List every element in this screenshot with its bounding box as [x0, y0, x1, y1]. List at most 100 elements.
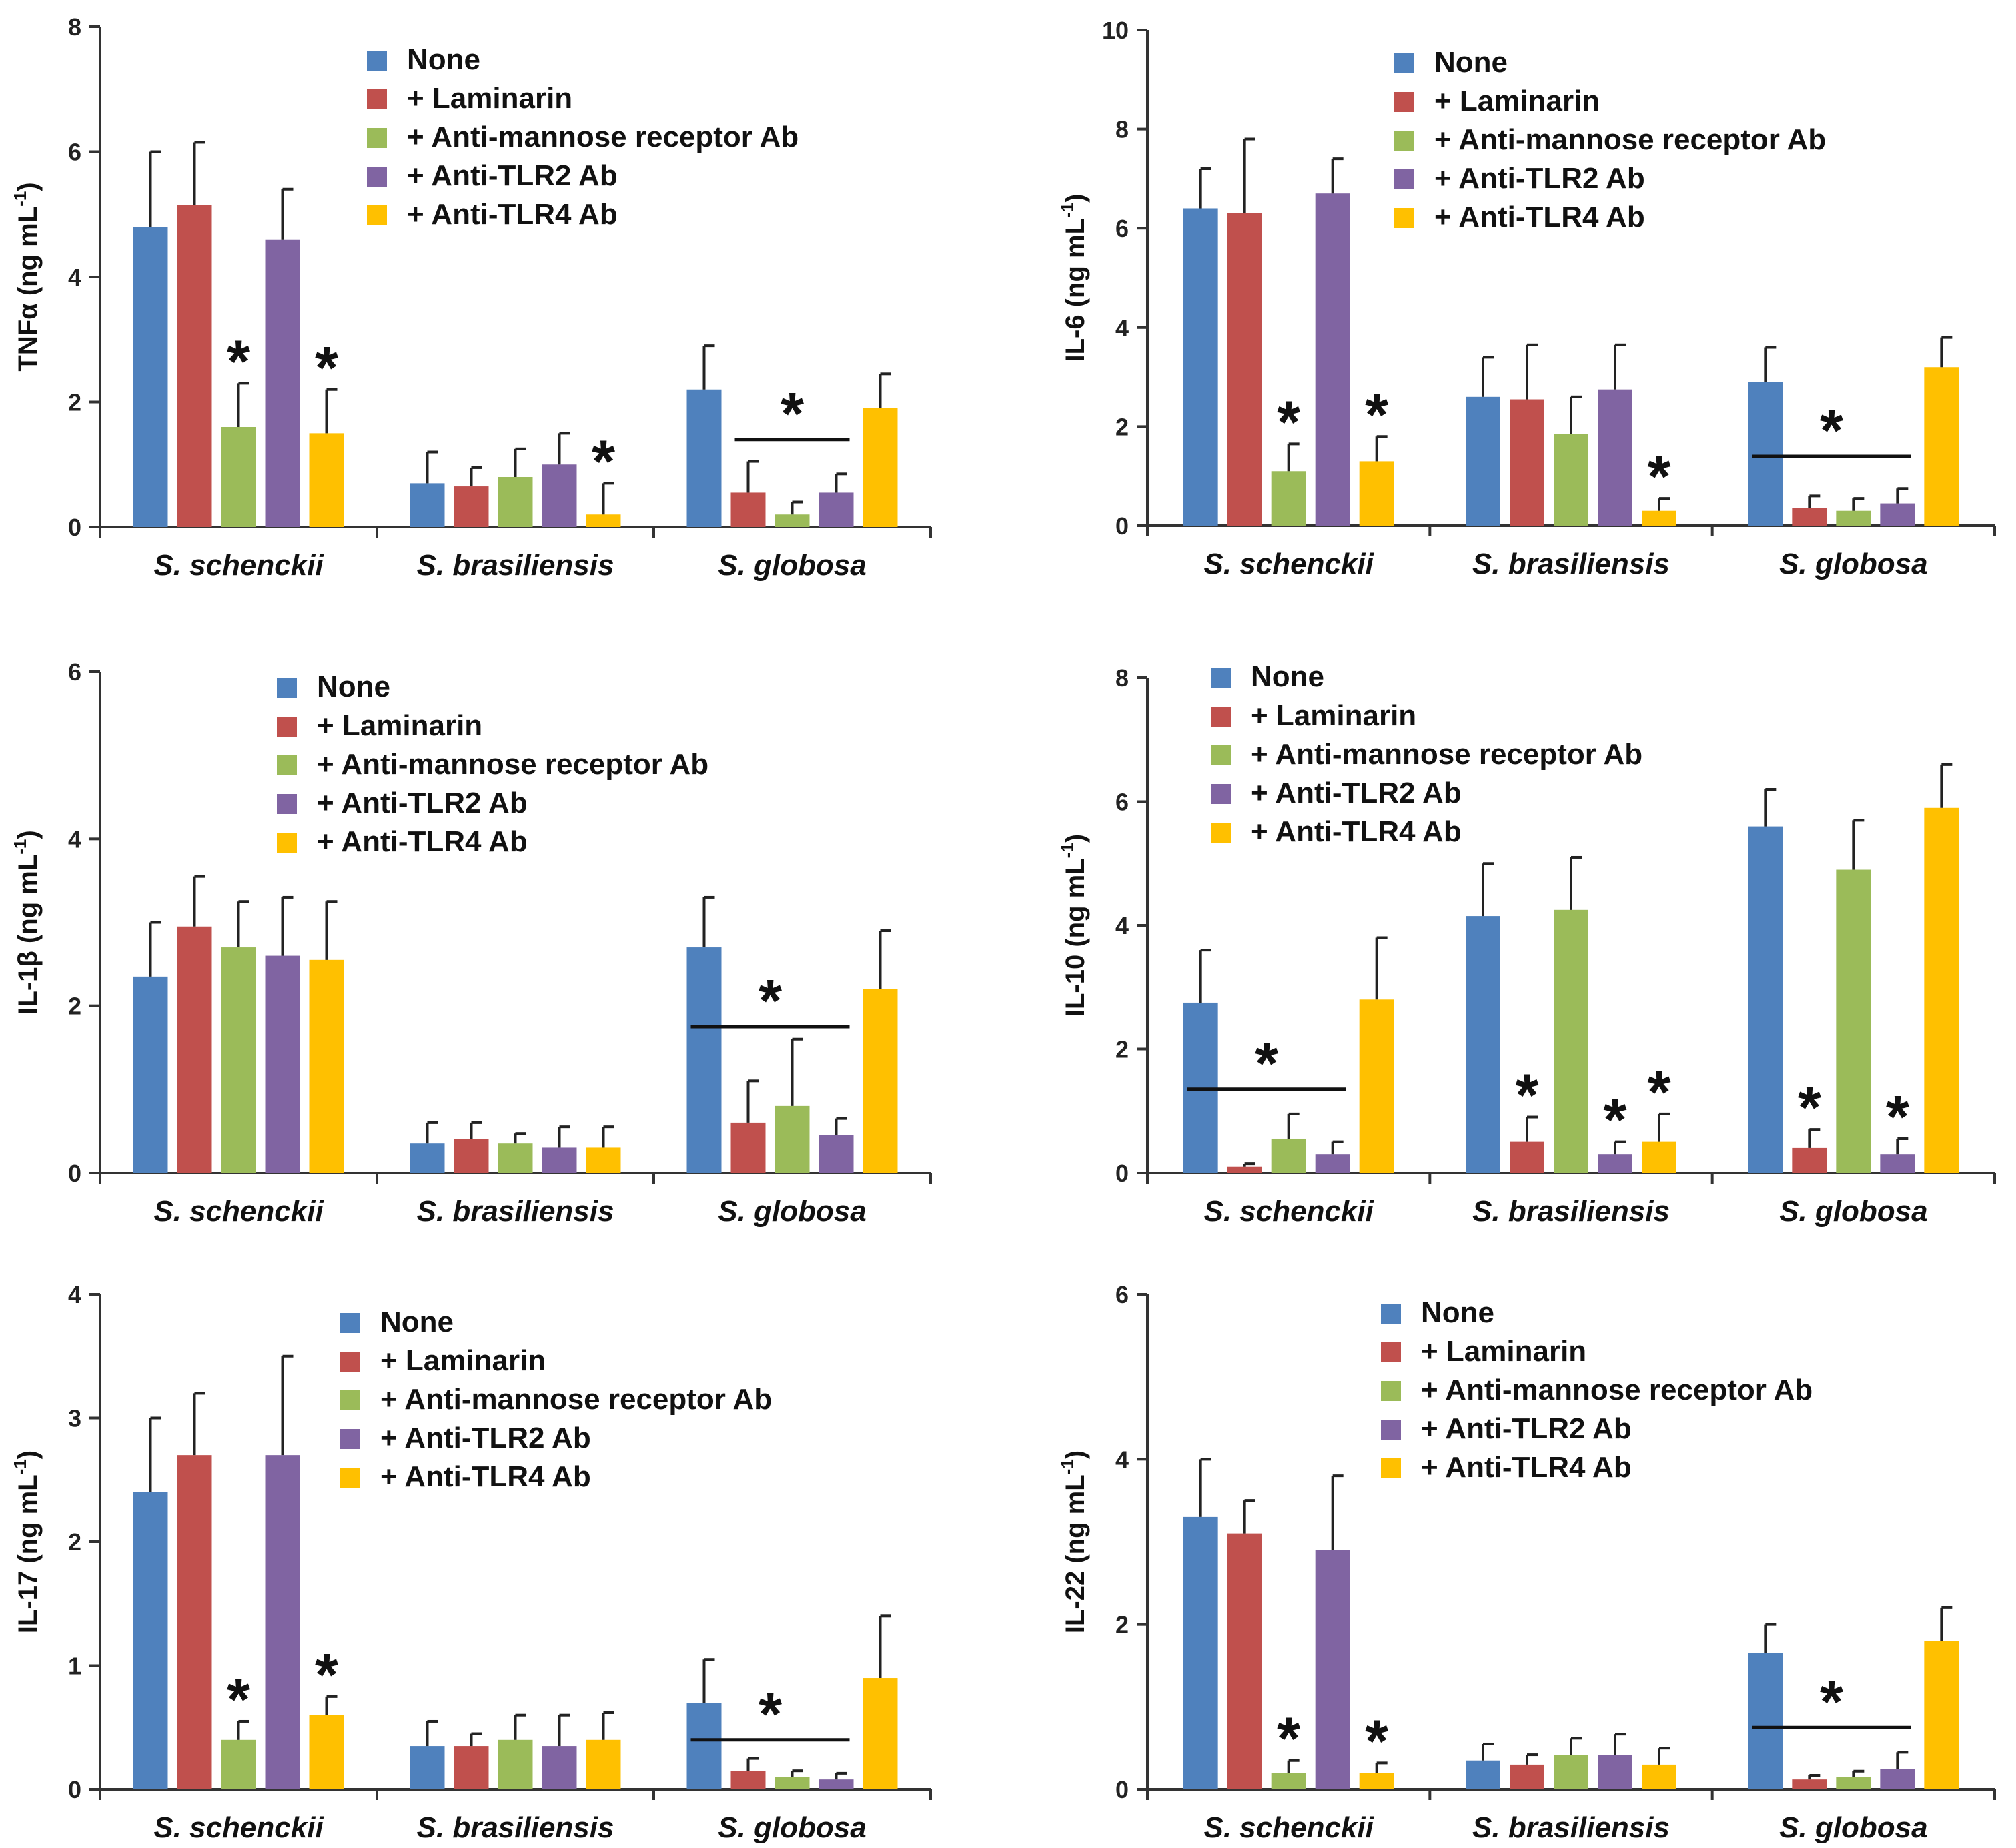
bar	[498, 1739, 533, 1789]
legend-swatch	[277, 794, 297, 814]
x-category-label: S. globosa	[718, 1811, 866, 1844]
bar	[1315, 1550, 1350, 1789]
legend-swatch	[340, 1390, 360, 1410]
y-tick-label: 4	[68, 825, 81, 853]
legend-swatch	[1211, 707, 1231, 727]
bar	[1792, 508, 1827, 526]
legend-label: + Laminarin	[407, 82, 572, 115]
y-tick-label: 4	[68, 264, 81, 291]
bar	[309, 433, 344, 527]
bar	[1748, 1653, 1783, 1789]
legend-label: None	[1421, 1296, 1494, 1329]
x-category-label: S. globosa	[1779, 1195, 1927, 1228]
y-tick-label: 6	[1115, 1281, 1129, 1308]
y-tick-label: 4	[1115, 912, 1129, 939]
legend-label: + Anti-TLR2 Ab	[1421, 1412, 1632, 1445]
significance-star: *	[1647, 1059, 1670, 1126]
bar	[221, 427, 256, 527]
chart-panel-4: 0 2 4 6 8 S. schenckii S. brasiliensis S. globo…	[1057, 660, 1996, 1228]
legend-label: + Anti-mannose receptor Ab	[317, 748, 708, 781]
bar	[819, 1779, 854, 1789]
bar	[586, 514, 621, 527]
bar	[542, 464, 577, 527]
bar	[1792, 1147, 1827, 1173]
legend-swatch	[340, 1468, 360, 1488]
bar	[1880, 1154, 1915, 1173]
bar	[177, 205, 212, 527]
bar	[1227, 213, 1262, 526]
legend-swatch	[340, 1313, 360, 1333]
bar	[1924, 807, 1959, 1173]
x-category-label: S. brasiliensis	[1472, 1195, 1670, 1228]
bar	[133, 227, 168, 527]
bar	[1880, 1769, 1915, 1789]
bar	[1642, 1141, 1676, 1173]
significance-star: *	[1647, 444, 1670, 510]
legend-swatch	[277, 717, 297, 737]
bar	[1642, 510, 1676, 526]
bar	[221, 1739, 256, 1789]
legend-swatch	[1211, 745, 1231, 765]
bar	[1924, 367, 1959, 526]
bar	[1183, 1516, 1218, 1789]
bar	[1598, 389, 1632, 526]
significance-star: *	[1515, 1063, 1538, 1129]
legend-label: + Anti-TLR4 Ab	[1421, 1451, 1632, 1484]
x-category-label: S. globosa	[1779, 548, 1927, 580]
legend-swatch	[1394, 53, 1414, 73]
bar	[177, 926, 212, 1173]
bar	[265, 955, 300, 1173]
bar	[1271, 1138, 1306, 1173]
y-tick-label: 0	[68, 514, 81, 541]
y-tick-label: 8	[1115, 664, 1129, 692]
y-axis-label: IL-17 (ng mL-1)	[10, 1450, 43, 1633]
legend-label: None	[380, 1306, 454, 1338]
chart-panel-1: 0 2 4 6 8 S. schenckii S. brasiliensis S. globo…	[10, 13, 932, 582]
bar	[133, 1492, 168, 1789]
y-tick-label: 6	[1115, 215, 1129, 242]
bar	[686, 947, 722, 1173]
bar	[1598, 1154, 1632, 1173]
y-tick-label: 4	[1115, 314, 1129, 342]
legend-label: + Anti-TLR2 Ab	[1434, 162, 1645, 195]
bar	[498, 477, 533, 527]
bar	[1271, 471, 1306, 526]
significance-star: *	[592, 428, 615, 495]
y-tick-label: 8	[1115, 116, 1129, 143]
legend-label: None	[407, 43, 480, 76]
bar	[1642, 1764, 1676, 1789]
x-category-label: S. schenckii	[1203, 548, 1374, 580]
significance-star: *	[1365, 1708, 1388, 1775]
bar	[1836, 869, 1871, 1173]
legend-label: + Anti-TLR4 Ab	[380, 1460, 591, 1493]
legend-label: + Anti-mannose receptor Ab	[1251, 738, 1642, 771]
legend-label: + Anti-mannose receptor Ab	[407, 121, 799, 153]
y-tick-label: 0	[68, 1160, 81, 1187]
bar	[265, 239, 300, 527]
x-category-label: S. schenckii	[1203, 1195, 1374, 1228]
legend-swatch	[1211, 823, 1231, 843]
legend-swatch	[1381, 1420, 1401, 1440]
bar	[1510, 1764, 1544, 1789]
significance-star: *	[1277, 1706, 1300, 1773]
y-axis-label: IL-10 (ng mL-1)	[1057, 834, 1090, 1017]
bar	[863, 1678, 898, 1789]
chart-panel-5: 0 1 2 3 4 S. schenckii S. brasiliensis S. globo…	[10, 1281, 932, 1844]
bar	[498, 1143, 533, 1173]
significance-star: *	[315, 1642, 338, 1709]
legend-label: + Laminarin	[1434, 85, 1600, 117]
significance-star: *	[1277, 389, 1300, 456]
x-category-label: S. brasiliensis	[1472, 548, 1670, 580]
legend-label: + Laminarin	[1421, 1335, 1586, 1368]
y-tick-label: 4	[1115, 1446, 1129, 1473]
bar	[1315, 1154, 1350, 1173]
bar	[1227, 1166, 1262, 1173]
y-tick-label: 2	[68, 389, 81, 416]
legend-label: + Anti-TLR4 Ab	[1434, 201, 1645, 234]
legend-label: + Anti-TLR2 Ab	[407, 159, 618, 192]
y-tick-label: 4	[68, 1281, 81, 1308]
legend-swatch	[1211, 668, 1231, 688]
y-tick-label: 8	[68, 13, 81, 41]
bar	[1836, 510, 1871, 526]
legend-label: None	[1251, 660, 1324, 693]
